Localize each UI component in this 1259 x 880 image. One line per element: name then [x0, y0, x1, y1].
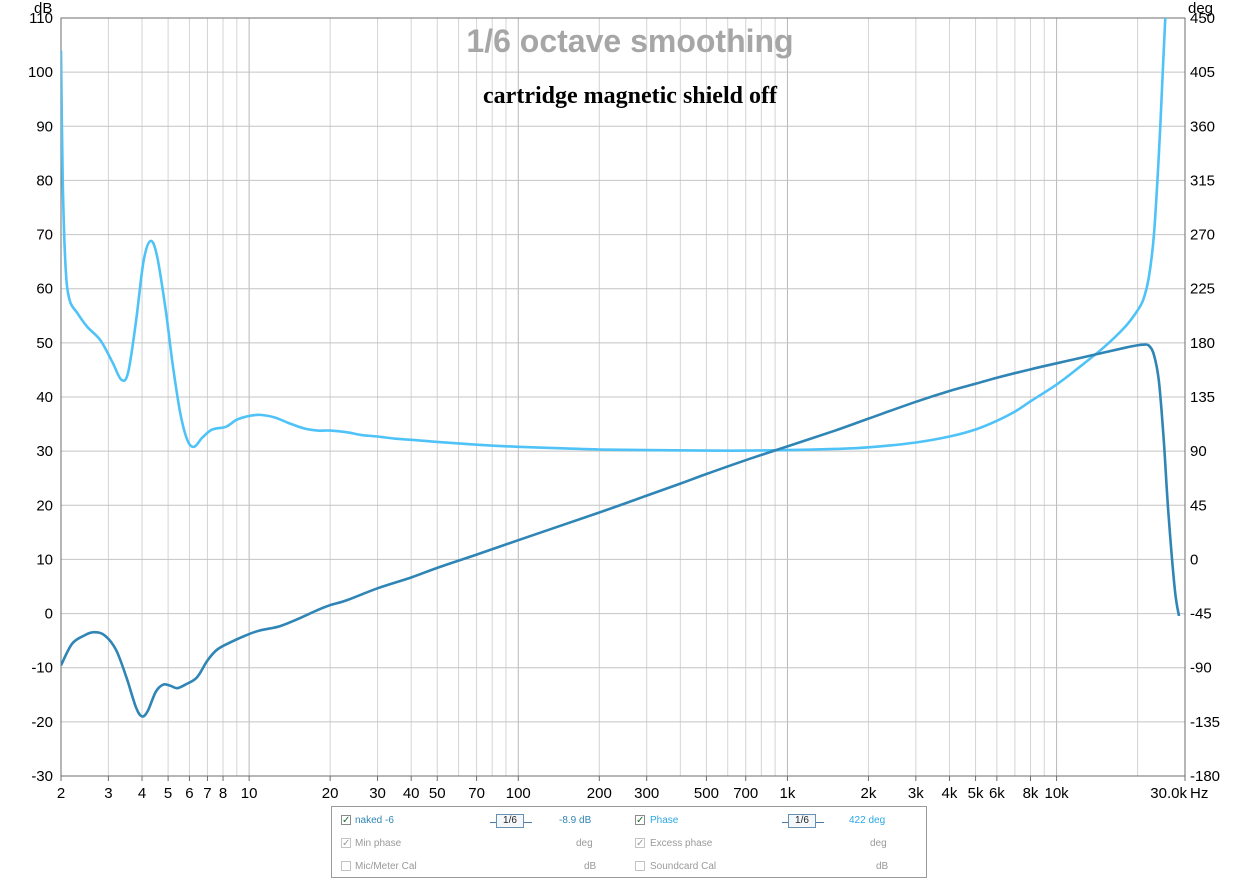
excess-phase-unit: deg: [870, 838, 887, 849]
x-tick-label: 5: [164, 785, 172, 802]
legend-panel: ✓ naked -6 1/6 -8.9 dB ✓ Phase 1/6 422 d…: [331, 806, 927, 878]
right-tick-label: 270: [1190, 227, 1215, 244]
mic-meter-cal-label: Mic/Meter Cal: [355, 861, 417, 872]
naked-checkbox[interactable]: ✓: [341, 815, 351, 826]
left-tick-label: 80: [36, 172, 53, 189]
left-tick-label: 20: [36, 497, 53, 514]
left-tick-label: 50: [36, 335, 53, 352]
x-tick-label: 30: [369, 785, 386, 802]
frequency-response-chart: 1/6 octave smoothing cartridge magnetic …: [28, 0, 1220, 802]
series-line-phase: [61, 343, 1181, 718]
naked-smoothing-dash-left: [490, 822, 498, 823]
phase-smoothing-dash-right: [816, 822, 824, 823]
right-tick-label: 90: [1190, 443, 1207, 460]
left-tick-label: 110: [29, 10, 53, 27]
right-tick-label: 315: [1190, 172, 1215, 189]
phase-checkbox[interactable]: ✓: [635, 815, 645, 826]
x-tick-label: 10: [241, 785, 258, 802]
chart-title: 1/6 octave smoothing: [466, 23, 793, 59]
right-tick-label: 0: [1190, 551, 1198, 568]
x-tick-label: 500: [694, 785, 719, 802]
left-tick-label: 0: [45, 606, 53, 623]
x-tick-label: 6: [185, 785, 193, 802]
left-tick-label: 10: [36, 551, 53, 568]
phase-label: Phase: [650, 815, 679, 826]
right-tick-label: -135: [1190, 714, 1220, 731]
x-tick-label: 70: [468, 785, 485, 802]
right-tick-label: -180: [1190, 768, 1220, 785]
left-axis-unit: dB: [34, 0, 52, 17]
left-tick-label: 90: [36, 118, 53, 135]
min-phase-checkbox[interactable]: ✓: [341, 838, 351, 849]
soundcard-cal-checkbox[interactable]: [635, 861, 645, 871]
x-tick-label: 3: [104, 785, 112, 802]
x-tick-label: 8: [219, 785, 227, 802]
x-tick-label: 40: [403, 785, 420, 802]
left-tick-label: 100: [28, 64, 53, 81]
naked-value: -8.9 dB: [559, 815, 592, 826]
right-tick-label: -45: [1190, 606, 1212, 623]
left-tick-label: 40: [36, 389, 53, 406]
phase-smoothing-dash-left: [782, 822, 790, 823]
x-tick-label: 4k: [942, 785, 958, 802]
x-tick-label: 20: [322, 785, 339, 802]
x-tick-label: 3k: [908, 785, 924, 802]
excess-phase-checkbox[interactable]: ✓: [635, 838, 645, 849]
left-tick-label: 60: [36, 281, 53, 298]
mic-meter-cal-unit: dB: [584, 861, 597, 872]
x-tick-label: 700: [733, 785, 758, 802]
x-tick-label: 2: [57, 785, 65, 802]
min-phase-unit: deg: [576, 838, 593, 849]
x-axis-ticks: 2 3 4 5 6 7 8 10 20 30 40 50 70 100 200 300 500 700 1k 2k 3k…: [57, 776, 1187, 802]
x-tick-label: 4: [138, 785, 146, 802]
naked-smoothing-button[interactable]: 1/6: [496, 814, 524, 828]
phase-value: 422 deg: [849, 815, 886, 826]
naked-smoothing-dash-right: [524, 822, 532, 823]
naked-label: naked -6: [355, 815, 394, 826]
right-tick-label: 225: [1190, 281, 1215, 298]
right-tick-label: 360: [1190, 118, 1215, 135]
x-tick-label: 50: [429, 785, 446, 802]
x-tick-label: 100: [506, 785, 531, 802]
right-tick-label: 135: [1190, 389, 1215, 406]
soundcard-cal-unit: dB: [876, 861, 889, 872]
x-tick-label: 10k: [1044, 785, 1069, 802]
x-tick-label: 7: [203, 785, 211, 802]
series-layer: [61, 18, 1181, 718]
x-axis-unit: Hz: [1190, 785, 1208, 802]
right-axis-unit: deg: [1188, 0, 1213, 17]
left-tick-label: 30: [36, 443, 53, 460]
mic-meter-cal-checkbox[interactable]: [341, 861, 351, 871]
phase-smoothing-button[interactable]: 1/6: [788, 814, 816, 828]
right-tick-label: 180: [1190, 335, 1215, 352]
x-tick-label: 2k: [861, 785, 877, 802]
left-tick-label: -30: [31, 768, 53, 785]
x-tick-label: 30.0k: [1150, 785, 1187, 802]
excess-phase-label: Excess phase: [650, 838, 713, 849]
x-tick-label: 8k: [1023, 785, 1039, 802]
x-tick-label: 1k: [780, 785, 796, 802]
min-phase-label: Min phase: [355, 838, 402, 849]
left-tick-label: -20: [31, 714, 53, 731]
x-tick-label: 6k: [989, 785, 1005, 802]
plot-border: [60, 17, 1186, 777]
series-line-magnitude: [61, 18, 1167, 452]
right-tick-label: -90: [1190, 660, 1212, 677]
chart-subtitle: cartridge magnetic shield off: [483, 83, 778, 109]
left-tick-label: -10: [31, 660, 53, 677]
x-tick-label: 200: [587, 785, 612, 802]
right-tick-label: 450: [1190, 10, 1215, 27]
right-axis-ticks: 45040536031527022518013590450-45-90-135-…: [1190, 10, 1220, 785]
right-tick-label: 405: [1190, 64, 1215, 81]
major-grid: [61, 18, 1185, 776]
x-tick-label: 300: [634, 785, 659, 802]
right-tick-label: 45: [1190, 497, 1207, 514]
left-tick-label: 70: [36, 227, 53, 244]
x-tick-label: 5k: [968, 785, 984, 802]
soundcard-cal-label: Soundcard Cal: [650, 861, 717, 872]
